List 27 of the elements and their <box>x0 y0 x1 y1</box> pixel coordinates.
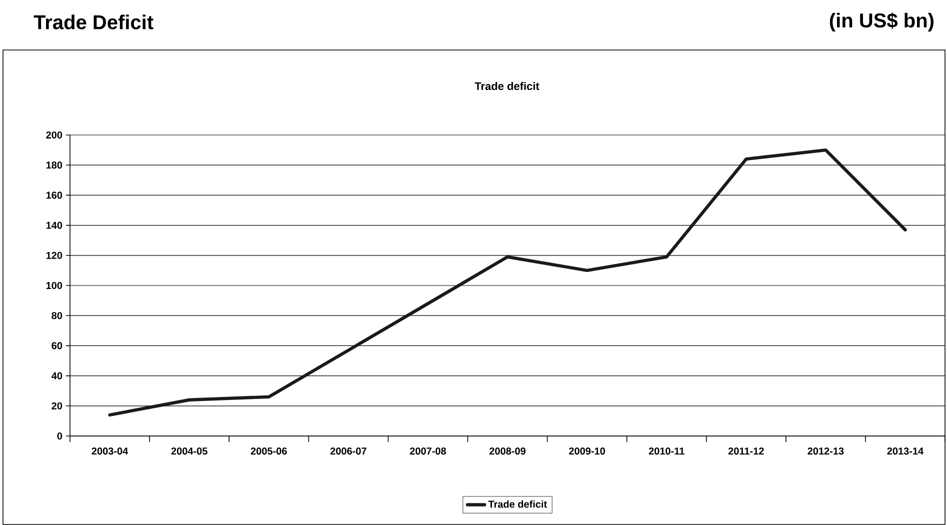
text: (in US$ bn) <box>830 12 934 32</box>
x-tick-label: 2009-10 <box>569 448 605 455</box>
y-tick-label: 160 <box>46 192 62 199</box>
x-tick-label: 2004-05 <box>171 448 208 455</box>
x-tick-label: 2005-06 <box>250 448 287 455</box>
x-tick-label: 2013-14 <box>887 448 924 455</box>
chart-title: Trade Deficit <box>34 14 154 30</box>
line-series <box>108 148 907 417</box>
legend-label: Trade deficit <box>488 500 547 508</box>
x-tick-label: 2011-12 <box>728 448 764 455</box>
x-tick-label: 2006-07 <box>330 448 366 455</box>
y-tick-label: 120 <box>46 252 62 259</box>
y-tick-label: 40 <box>52 372 62 380</box>
x-tick-label: 2003-04 <box>92 448 128 455</box>
y-tick-label: 140 <box>46 222 62 229</box>
y-tick-label: 60 <box>52 342 62 350</box>
x-tick-label: 2010-11 <box>648 448 684 455</box>
chart-subtitle: Trade deficit <box>474 82 540 90</box>
y-tick-label: 0 <box>57 432 62 440</box>
x-tick-label: 2008-09 <box>490 448 526 455</box>
x-tick-label: 2012-13 <box>808 448 844 455</box>
y-tick-label: 180 <box>46 162 62 169</box>
y-tick-label: 100 <box>46 282 62 290</box>
x-tick-label: 2007-08 <box>410 448 446 455</box>
y-tick-label: 20 <box>52 402 62 410</box>
y-tick-label: 200 <box>46 131 62 139</box>
y-tick-label: 80 <box>52 312 62 320</box>
